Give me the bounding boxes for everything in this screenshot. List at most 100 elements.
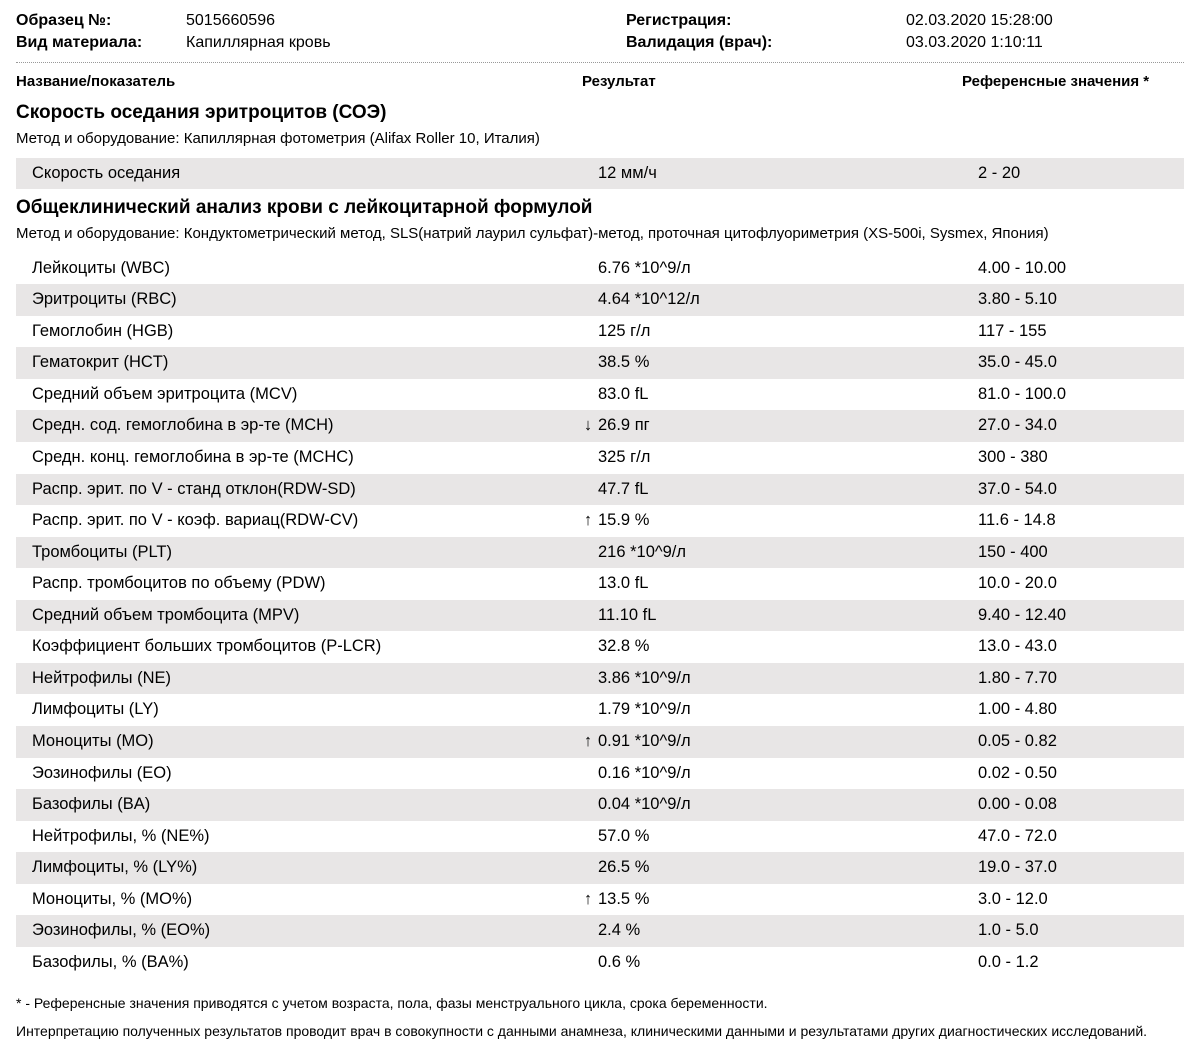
column-headers: Название/показатель Результат Референсны… [16, 73, 1184, 90]
table-row: Нейтрофилы, % (NE%)57.0 %47.0 - 72.0 [16, 821, 1184, 853]
result-value: 38.5 % [598, 350, 978, 376]
table-row: Средн. конц. гемоглобина в эр-те (MCHC)3… [16, 442, 1184, 474]
arrow-down-icon: ↓ [578, 413, 598, 439]
reference-range: 35.0 - 45.0 [978, 350, 1184, 376]
result-value: 47.7 fL [598, 477, 978, 503]
sample-value: 5015660596 [186, 12, 626, 30]
result-value: 26.9 пг [598, 413, 978, 439]
table-row: Гематокрит (HCT)38.5 %35.0 - 45.0 [16, 347, 1184, 379]
result-value: 125 г/л [598, 319, 978, 345]
material-label: Вид материала: [16, 34, 186, 52]
table-row: Эозинофилы, % (EO%)2.4 %1.0 - 5.0 [16, 915, 1184, 947]
result-value: 13.5 % [598, 887, 978, 913]
param-name: Средн. конц. гемоглобина в эр-те (MCHC) [32, 445, 578, 471]
param-name: Лимфоциты, % (LY%) [32, 855, 578, 881]
param-name: Эритроциты (RBC) [32, 287, 578, 313]
result-value: 0.16 *10^9/л [598, 761, 978, 787]
registration-label: Регистрация: [626, 12, 906, 30]
reference-range: 1.00 - 4.80 [978, 697, 1184, 723]
result-value: 12 мм/ч [598, 161, 978, 187]
param-name: Базофилы (BA) [32, 792, 578, 818]
result-value: 57.0 % [598, 824, 978, 850]
reference-range: 150 - 400 [978, 540, 1184, 566]
reference-range: 117 - 155 [978, 319, 1184, 345]
table-row: Распр. эрит. по V - коэф. вариац(RDW-CV)… [16, 505, 1184, 537]
result-value: 1.79 *10^9/л [598, 697, 978, 723]
flag-empty [578, 792, 598, 818]
sections-container: Скорость оседания эритроцитов (СОЭ)Метод… [16, 102, 1184, 979]
param-name: Средний объем эритроцита (MCV) [32, 382, 578, 408]
table-row: Средн. сод. гемоглобина в эр-те (MCH)↓26… [16, 410, 1184, 442]
result-value: 26.5 % [598, 855, 978, 881]
reference-range: 37.0 - 54.0 [978, 477, 1184, 503]
param-name: Распр. тромбоцитов по объему (PDW) [32, 571, 578, 597]
reference-range: 3.80 - 5.10 [978, 287, 1184, 313]
reference-range: 13.0 - 43.0 [978, 634, 1184, 660]
param-name: Гемоглобин (HGB) [32, 319, 578, 345]
param-name: Тромбоциты (PLT) [32, 540, 578, 566]
result-value: 32.8 % [598, 634, 978, 660]
flag-empty [578, 571, 598, 597]
flag-empty [578, 445, 598, 471]
reference-range: 10.0 - 20.0 [978, 571, 1184, 597]
table-row: Лейкоциты (WBC)6.76 *10^9/л4.00 - 10.00 [16, 253, 1184, 285]
col-spacer [562, 73, 582, 90]
arrow-up-icon: ↑ [578, 729, 598, 755]
table-row: Моноциты, % (MO%)↑13.5 %3.0 - 12.0 [16, 884, 1184, 916]
reference-range: 0.00 - 0.08 [978, 792, 1184, 818]
table-row: Распр. эрит. по V - станд отклон(RDW-SD)… [16, 474, 1184, 506]
table-row: Скорость оседания 12 мм/ч2 - 20 [16, 158, 1184, 190]
reference-range: 4.00 - 10.00 [978, 256, 1184, 282]
result-value: 0.91 *10^9/л [598, 729, 978, 755]
section-method: Метод и оборудование: Капиллярная фотоме… [16, 126, 1184, 152]
table-row: Тромбоциты (PLT) 216 *10^9/л150 - 400 [16, 537, 1184, 569]
sample-label: Образец №: [16, 12, 186, 30]
flag-empty [578, 382, 598, 408]
table-row: Средний объем эритроцита (MCV)83.0 fL81.… [16, 379, 1184, 411]
reference-range: 27.0 - 34.0 [978, 413, 1184, 439]
param-name: Нейтрофилы, % (NE%) [32, 824, 578, 850]
flag-empty [578, 918, 598, 944]
result-value: 83.0 fL [598, 382, 978, 408]
material-value: Капиллярная кровь [186, 34, 626, 52]
reference-range: 1.80 - 7.70 [978, 666, 1184, 692]
result-value: 0.6 % [598, 950, 978, 976]
result-value: 0.04 *10^9/л [598, 792, 978, 818]
reference-range: 3.0 - 12.0 [978, 887, 1184, 913]
result-value: 11.10 fL [598, 603, 978, 629]
param-name: Лейкоциты (WBC) [32, 256, 578, 282]
reference-range: 0.0 - 1.2 [978, 950, 1184, 976]
result-value: 2.4 % [598, 918, 978, 944]
arrow-up-icon: ↑ [578, 887, 598, 913]
result-value: 13.0 fL [598, 571, 978, 597]
param-name: Моноциты (MO) [32, 729, 578, 755]
param-name: Коэффициент больших тромбоцитов (P-LCR) [32, 634, 578, 660]
param-name: Моноциты, % (MO%) [32, 887, 578, 913]
flag-empty [578, 350, 598, 376]
reference-range: 2 - 20 [978, 161, 1184, 187]
param-name: Нейтрофилы (NE) [32, 666, 578, 692]
col-name: Название/показатель [16, 73, 562, 90]
reference-range: 0.02 - 0.50 [978, 761, 1184, 787]
flag-empty [578, 634, 598, 660]
table-row: Гемоглобин (HGB) 125 г/л117 - 155 [16, 316, 1184, 348]
result-value: 216 *10^9/л [598, 540, 978, 566]
param-name: Распр. эрит. по V - станд отклон(RDW-SD) [32, 477, 578, 503]
flag-empty [578, 477, 598, 503]
arrow-up-icon: ↑ [578, 508, 598, 534]
flag-empty [578, 855, 598, 881]
flag-empty [578, 287, 598, 313]
footnote-2: Интерпретацию полученных результатов про… [16, 1017, 1184, 1045]
result-value: 4.64 *10^12/л [598, 287, 978, 313]
table-row: Лимфоциты, % (LY%)26.5 %19.0 - 37.0 [16, 852, 1184, 884]
table-row: Коэффициент больших тромбоцитов (P-LCR) 3… [16, 631, 1184, 663]
section-title: Общеклинический анализ крови с лейкоцита… [16, 197, 1184, 219]
param-name: Скорость оседания [32, 161, 578, 187]
flag-empty [578, 540, 598, 566]
table-row: Распр. тромбоцитов по объему (PDW) 13.0 f… [16, 568, 1184, 600]
table-row: Базофилы, % (BA%)0.6 %0.0 - 1.2 [16, 947, 1184, 979]
table-row: Нейтрофилы (NE)3.86 *10^9/л1.80 - 7.70 [16, 663, 1184, 695]
param-name: Лимфоциты (LY) [32, 697, 578, 723]
param-name: Средн. сод. гемоглобина в эр-те (MCH) [32, 413, 578, 439]
flag-empty [578, 256, 598, 282]
